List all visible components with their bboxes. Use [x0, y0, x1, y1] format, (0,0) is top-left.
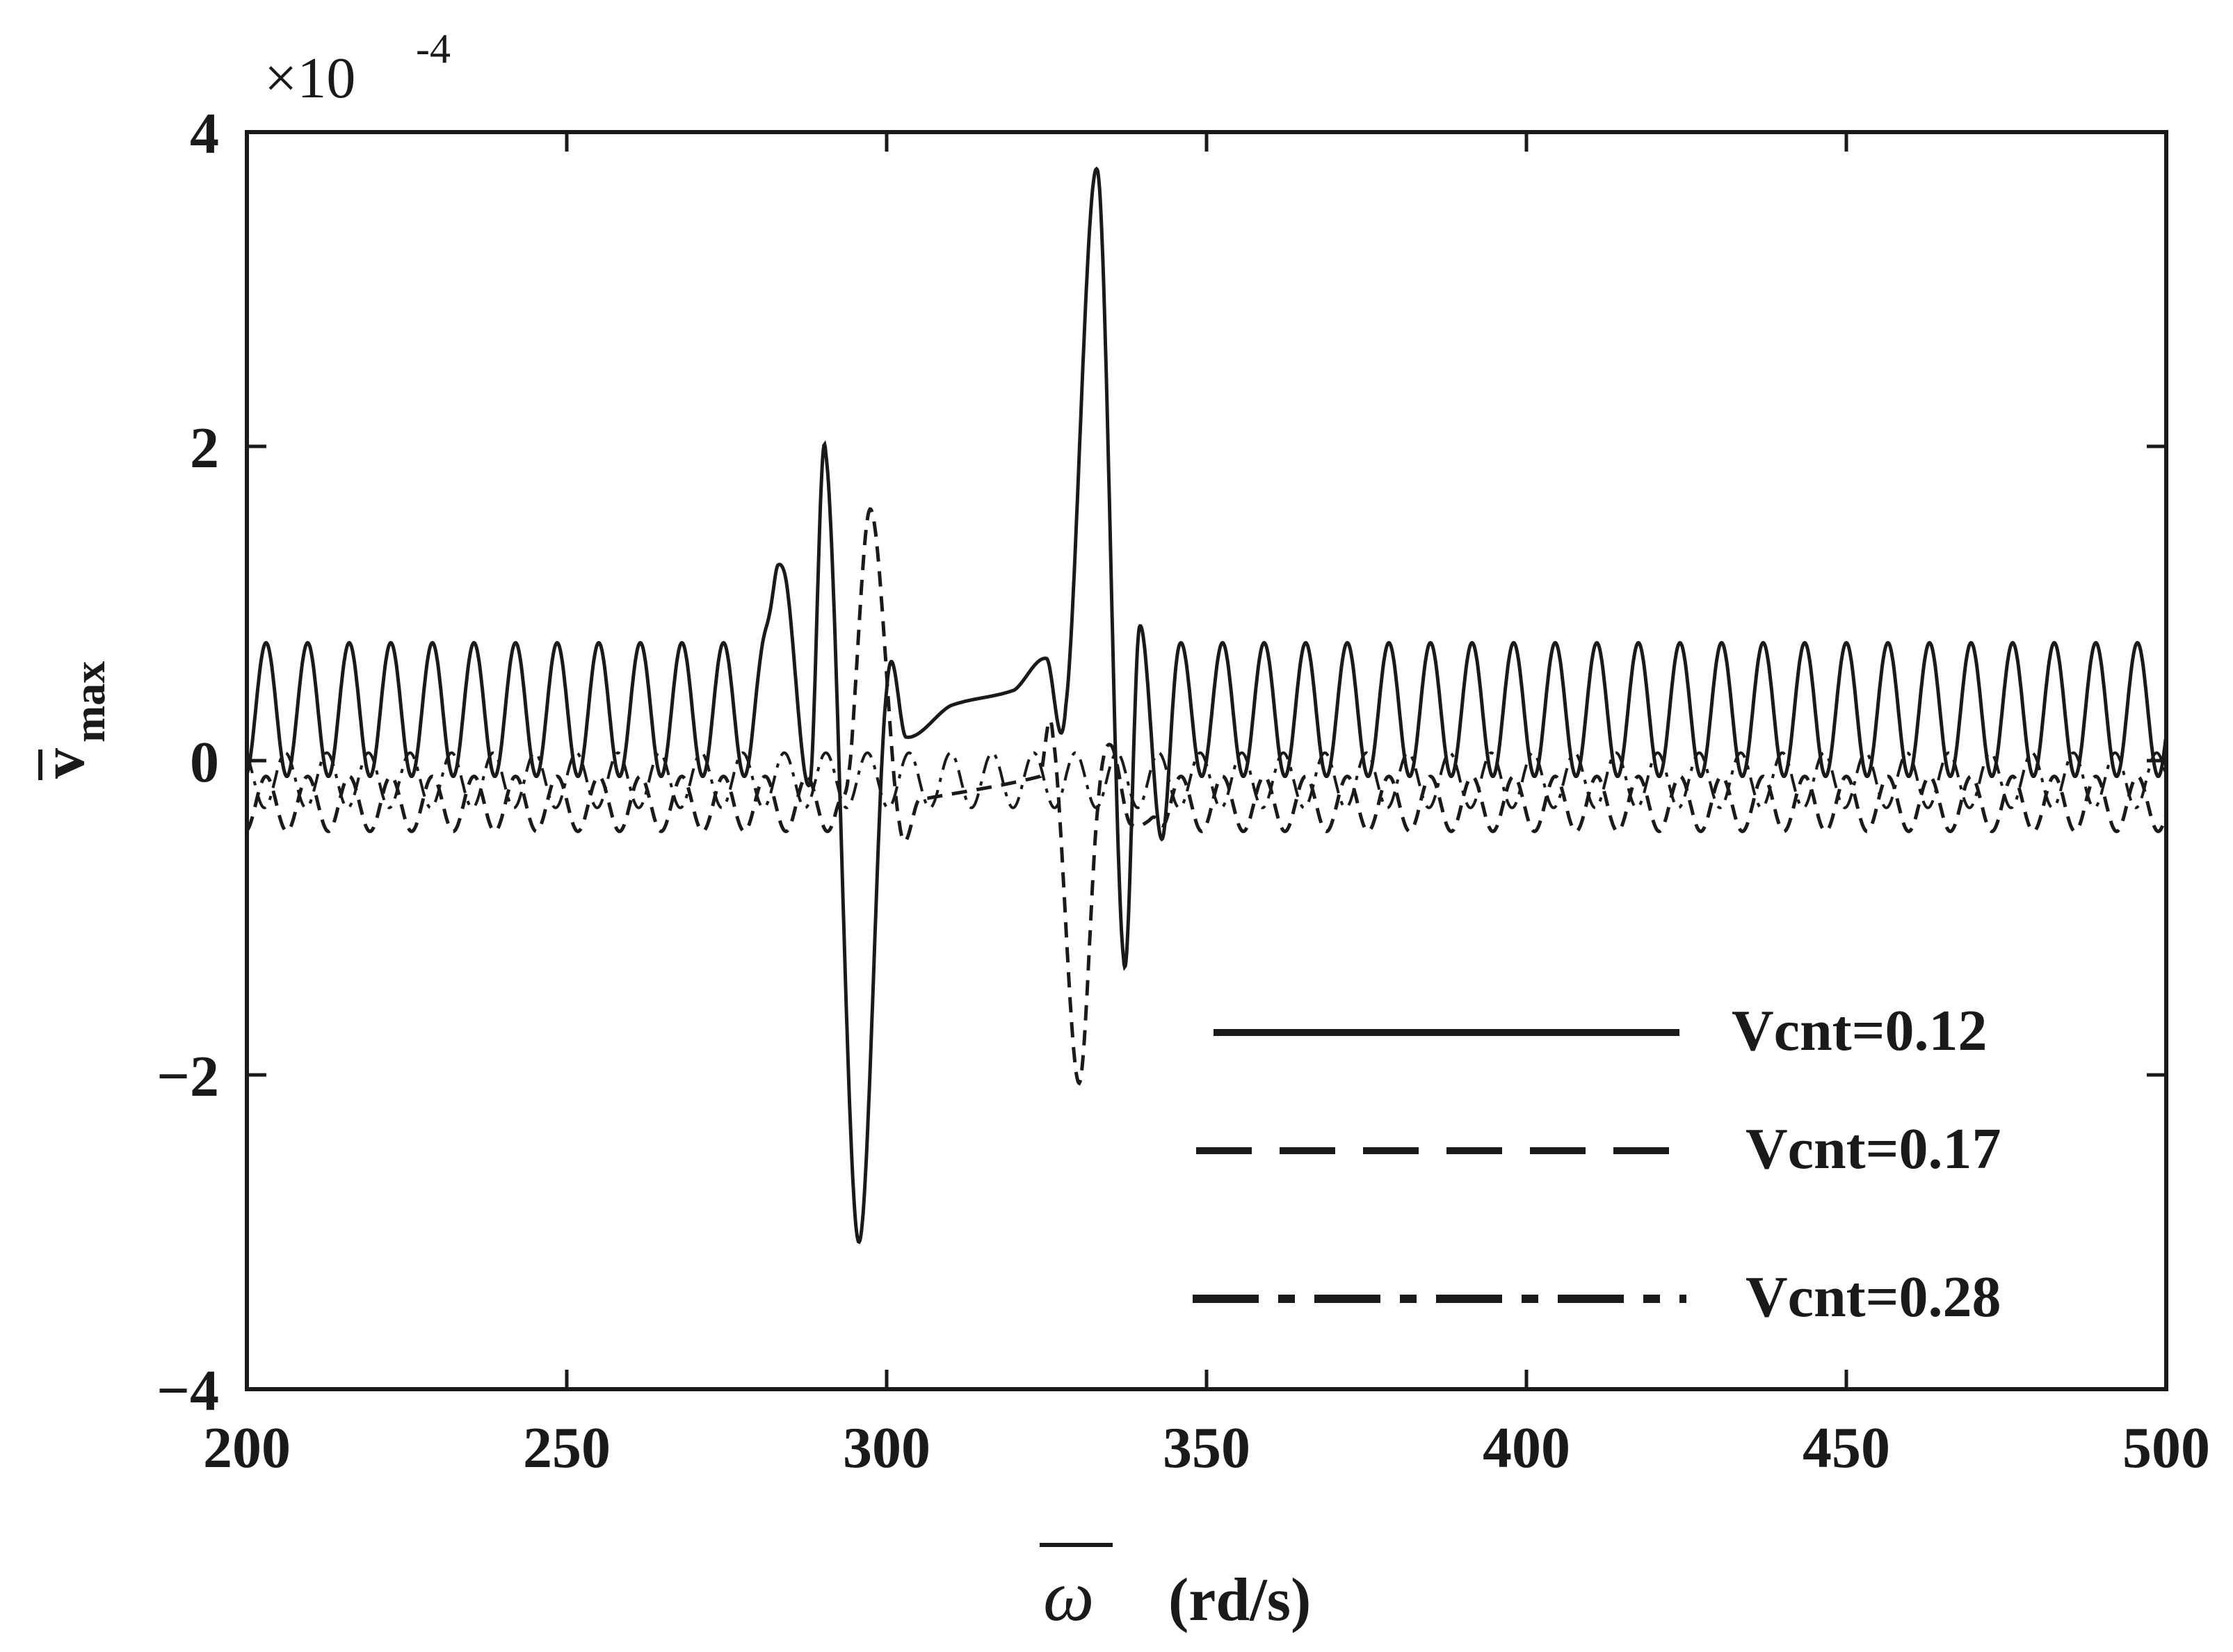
- legend: Vcnt=0.12 Vcnt=0.17 Vcnt=0.28: [1193, 998, 2001, 1329]
- x-tick-label: 200: [203, 1416, 291, 1480]
- series-layer: [247, 166, 2166, 1245]
- x-axis-label: ω (rd/s): [1040, 1543, 1311, 1636]
- y-tick-label: 2: [190, 416, 219, 480]
- y-multiplier: ×10: [264, 46, 355, 111]
- y-axis-label: v max: [30, 661, 114, 780]
- y-tick-label: −2: [156, 1044, 219, 1109]
- legend-label-3: Vcnt=0.28: [1746, 1265, 2001, 1329]
- legend-label-2: Vcnt=0.17: [1746, 1117, 2001, 1181]
- x-tick-label: 350: [1163, 1416, 1250, 1480]
- x-tick-label: 450: [1803, 1416, 1890, 1480]
- y-tick-label: 0: [190, 730, 219, 795]
- series-line-dashdot: [247, 751, 2166, 809]
- series-line-dashed: [247, 507, 2166, 1086]
- y-tick-label: 4: [190, 102, 219, 166]
- x-axis-symbol: ω: [1043, 1556, 1094, 1636]
- series-line-solid: [247, 166, 2166, 1245]
- y-multiplier-exponent: -4: [416, 26, 451, 72]
- legend-label-1: Vcnt=0.12: [1732, 998, 1988, 1063]
- x-tick-label: 300: [843, 1416, 930, 1480]
- x-tick-label: 500: [2122, 1416, 2210, 1480]
- x-tick-label: 400: [1483, 1416, 1570, 1480]
- y-axis-subscript: max: [65, 661, 114, 743]
- x-tick-label: 250: [523, 1416, 611, 1480]
- y-ticks: −4 −2 0 2 4: [156, 102, 2166, 1423]
- y-tick-label: −4: [156, 1359, 219, 1423]
- x-ticks: 200 250 300 350 400 450 500: [203, 132, 2210, 1480]
- x-axis-unit: (rd/s): [1168, 1566, 1311, 1634]
